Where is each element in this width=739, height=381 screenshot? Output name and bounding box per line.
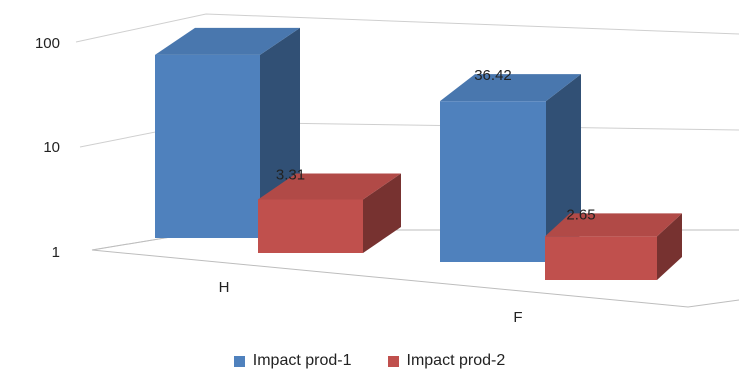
bar-side-H-2 [363, 173, 401, 253]
legend-item-series-2: Impact prod-2 [387, 352, 506, 370]
bar-F-1: 36.42 [440, 67, 581, 263]
bars: 3.31 36.42 2.65 [155, 27, 682, 280]
bar-side-F-2 [657, 213, 682, 280]
y-tick-label-10: 10 [43, 139, 60, 156]
bar-top-F-1 [440, 74, 581, 102]
data-label-F-2: 2.65 [566, 206, 595, 223]
y-tick-label-1: 1 [52, 244, 60, 261]
data-label-F-1: 36.42 [474, 67, 512, 84]
bar-front-H-2 [258, 199, 363, 253]
bar-H-1 [155, 27, 300, 239]
legend-label-series-1: Impact prod-1 [252, 352, 352, 369]
bar-top-H-2 [258, 173, 401, 200]
bar-H-2: 3.31 [258, 166, 401, 253]
y-tick-label-100: 100 [35, 35, 60, 52]
x-axis: HF [219, 279, 523, 326]
legend: Impact prod-1 Impact prod-2 [0, 352, 739, 370]
y-axis: 1 10 100 [35, 35, 60, 261]
bar-front-F-1 [440, 101, 546, 263]
x-tick-label-F: F [513, 309, 522, 326]
bar-F-2: 2.65 [545, 206, 682, 280]
bar-front-F-2 [545, 236, 657, 280]
bar-top-H-1 [155, 27, 300, 55]
legend-swatch-series-2 [387, 355, 399, 367]
bar-top-F-2 [545, 213, 682, 237]
floor-front-edge [91, 249, 739, 308]
bar-front-H-1 [155, 54, 260, 239]
x-tick-label-H: H [219, 279, 230, 296]
legend-swatch-series-1 [233, 355, 245, 367]
legend-label-series-2: Impact prod-2 [406, 352, 506, 369]
data-label-H-2: 3.31 [276, 166, 305, 183]
gridline-100 [75, 13, 739, 43]
legend-item-series-1: Impact prod-1 [233, 352, 352, 370]
